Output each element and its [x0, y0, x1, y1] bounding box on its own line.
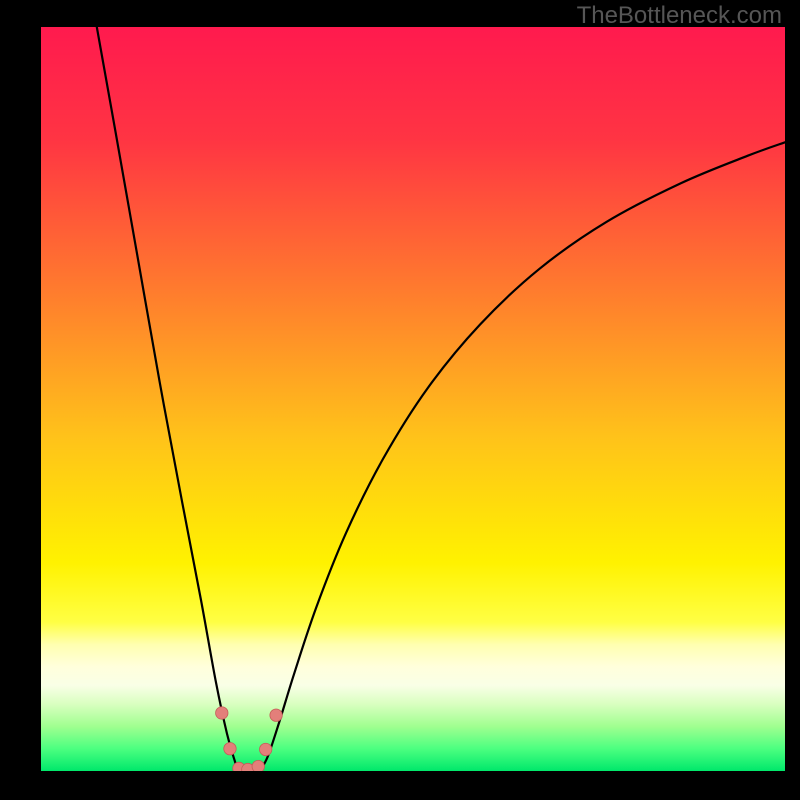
watermark-text: TheBottleneck.com	[577, 2, 782, 30]
chart-container: TheBottleneck.com	[0, 0, 800, 800]
plot-area	[41, 27, 785, 771]
